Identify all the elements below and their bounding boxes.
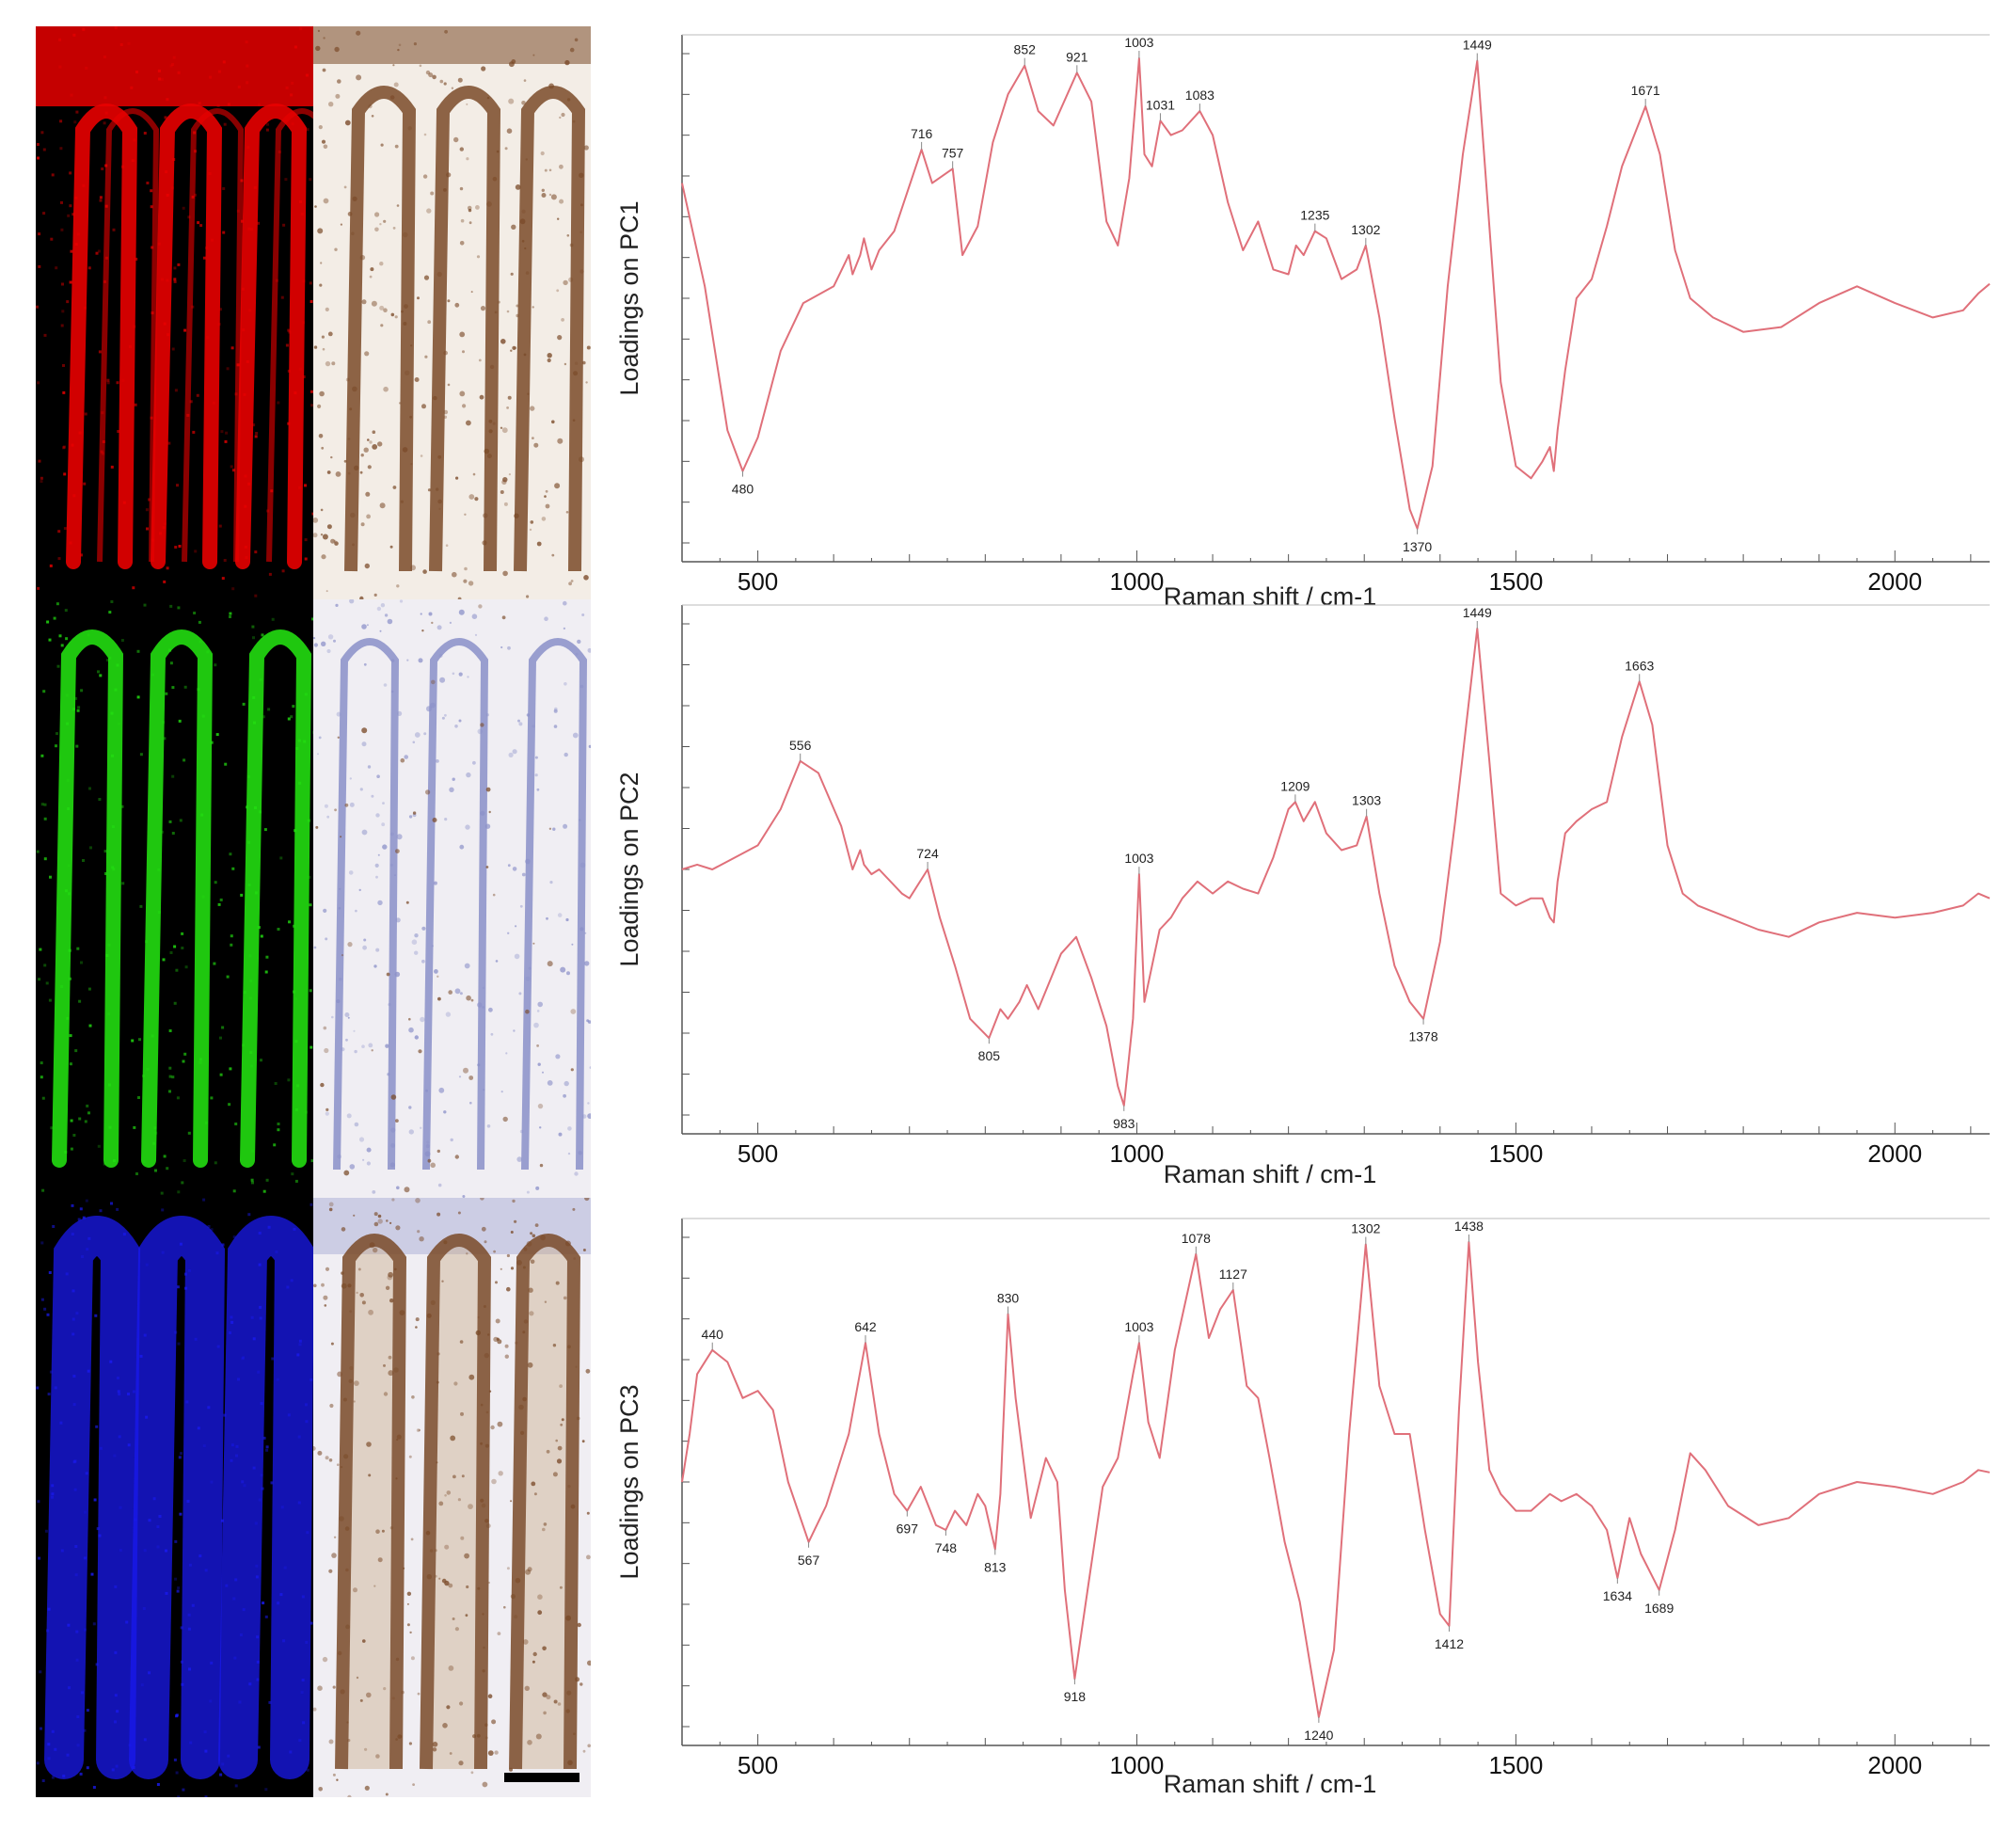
peak-label: 1449 — [1463, 38, 1492, 53]
peak-label: 1449 — [1463, 605, 1492, 620]
ihc-stain-bottom — [313, 1198, 591, 1797]
peak-label: 748 — [935, 1540, 958, 1555]
peak-label: 852 — [1014, 42, 1037, 57]
peak-label: 1370 — [1403, 539, 1432, 554]
scale-bar — [504, 1773, 579, 1782]
chart-pc3: 500 1000 1500 2000 Raman shift / cm-1 Loading… — [615, 1218, 1991, 1798]
green-channel-map — [36, 599, 313, 1198]
x-tick-label: 1000 — [1110, 567, 1165, 596]
x-axis-label: Raman shift / cm-1 — [1164, 582, 1377, 611]
peak-label: 1003 — [1124, 851, 1153, 866]
x-tick-label: 500 — [738, 1751, 778, 1779]
pc2-loading-curve — [681, 628, 1991, 1107]
peak-label: 642 — [854, 1319, 877, 1334]
peak-label: 1003 — [1124, 1319, 1153, 1334]
peak-label: 830 — [997, 1291, 1020, 1306]
x-tick-label: 1000 — [1110, 1139, 1165, 1168]
y-axis-label: Loadings on PC3 — [615, 1384, 643, 1579]
peak-label: 921 — [1066, 49, 1088, 64]
x-axis-label: Raman shift / cm-1 — [1164, 1770, 1377, 1798]
x-tick-label: 500 — [738, 567, 778, 596]
pc3-loading-curve — [681, 1241, 1991, 1718]
red-channel-map — [36, 26, 313, 599]
peak-label: 1078 — [1182, 1231, 1211, 1246]
peak-label: 1083 — [1185, 88, 1214, 103]
peak-label: 440 — [702, 1327, 724, 1342]
peak-label: 697 — [897, 1521, 919, 1537]
x-tick-label: 500 — [738, 1139, 778, 1168]
peak-label: 1302 — [1351, 1221, 1380, 1236]
peak-label: 1671 — [1631, 83, 1660, 98]
x-tick-label: 1500 — [1488, 1751, 1543, 1779]
x-tick-label: 2000 — [1867, 567, 1922, 596]
peak-label: 567 — [798, 1553, 820, 1568]
chart-pc1: 500 1000 1500 2000 Raman shift / cm-1 Loading… — [615, 34, 1991, 611]
peak-label: 1209 — [1280, 778, 1310, 793]
micrograph-grid — [36, 26, 591, 1797]
peak-label: 1302 — [1351, 222, 1380, 237]
peak-label: 1689 — [1644, 1601, 1674, 1616]
peak-label: 556 — [789, 738, 812, 753]
peak-label: 1412 — [1435, 1636, 1464, 1651]
peak-label: 983 — [1113, 1116, 1135, 1131]
peak-label: 805 — [978, 1048, 1001, 1063]
peak-label: 1663 — [1625, 658, 1654, 673]
peak-label: 480 — [732, 482, 754, 497]
x-axis-label: Raman shift / cm-1 — [1164, 1160, 1377, 1188]
x-tick-label: 1500 — [1488, 1139, 1543, 1168]
peak-label: 813 — [984, 1559, 1007, 1574]
peak-label: 1235 — [1300, 208, 1329, 223]
ihc-stain-top — [313, 26, 591, 599]
pc1-loading-curve — [681, 57, 1991, 530]
peak-label: 1127 — [1219, 1267, 1247, 1282]
x-tick-label: 2000 — [1867, 1139, 1922, 1168]
loadings-charts: 500 1000 1500 2000 Raman shift / cm-1 Loading… — [615, 34, 1991, 1798]
y-axis-label: Loadings on PC2 — [615, 772, 643, 966]
x-tick-label: 2000 — [1867, 1751, 1922, 1779]
chart-panel: 500 1000 1500 2000 Raman shift / cm-1 Loading… — [611, 24, 1994, 1821]
peak-label: 1438 — [1454, 1219, 1484, 1234]
peak-label: 1634 — [1603, 1588, 1632, 1603]
image-panel — [36, 26, 591, 1797]
x-tick-label: 1000 — [1110, 1751, 1165, 1779]
chart-pc2: 500 1000 1500 2000 Raman shift / cm-1 Loading… — [615, 604, 1991, 1188]
peak-label: 1240 — [1304, 1728, 1333, 1743]
peak-label: 1303 — [1352, 793, 1381, 808]
peak-label: 724 — [916, 846, 939, 861]
peak-label: 716 — [911, 126, 933, 141]
y-axis-label: Loadings on PC1 — [615, 200, 643, 395]
peak-label: 757 — [942, 145, 964, 160]
peak-label: 1378 — [1408, 1029, 1437, 1044]
peak-label: 1031 — [1146, 97, 1175, 112]
blue-channel-map — [36, 1198, 313, 1797]
peak-label: 1003 — [1124, 35, 1153, 50]
ihc-stain-middle — [313, 599, 591, 1198]
x-tick-label: 1500 — [1488, 567, 1543, 596]
peak-label: 918 — [1064, 1689, 1087, 1704]
